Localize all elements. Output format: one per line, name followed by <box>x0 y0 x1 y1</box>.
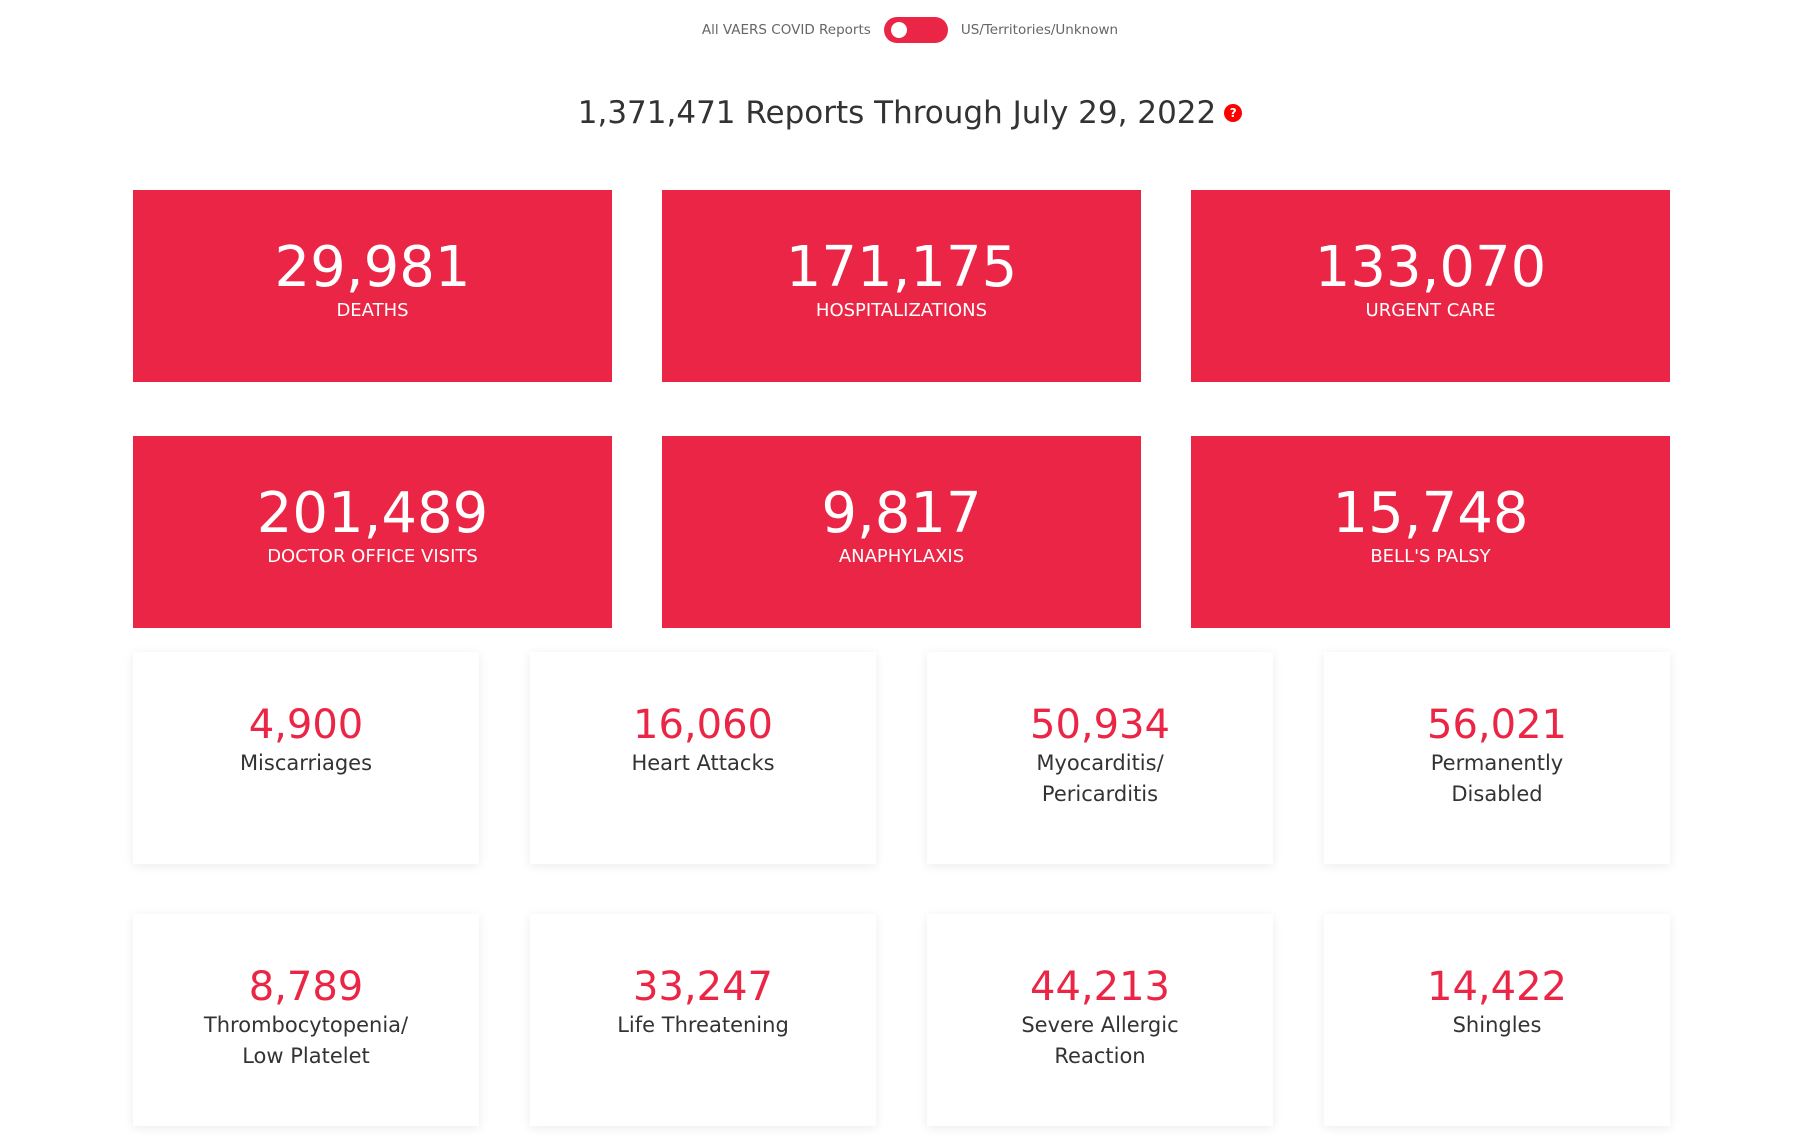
stat-card-primary: 201,489 DOCTOR OFFICE VISITS <box>133 436 612 628</box>
stat-value: 4,900 <box>248 702 364 748</box>
report-scope-toggle-row: All VAERS COVID Reports US/Territories/U… <box>0 17 1820 43</box>
stat-label: Miscarriages <box>239 751 373 775</box>
switch-knob <box>890 22 907 38</box>
stat-card-secondary: 50,934 Myocarditis/ Pericarditis <box>927 652 1273 864</box>
stat-label: DEATHS <box>336 300 409 321</box>
stat-card-secondary: 56,021 Permanently Disabled <box>1324 652 1670 864</box>
help-icon[interactable]: ? <box>1224 103 1243 122</box>
stat-label: DOCTOR OFFICE VISITS <box>267 546 478 567</box>
stat-card-primary: 171,175 HOSPITALIZATIONS <box>662 190 1141 382</box>
stat-value: 50,934 <box>1030 702 1170 748</box>
stat-card-primary: 9,817 ANAPHYLAXIS <box>662 436 1141 628</box>
page-title-text: 1,371,471 Reports Through July 29, 2022 <box>577 95 1217 131</box>
stat-label: Severe Allergic Reaction <box>1021 1013 1179 1068</box>
stat-card-secondary: 33,247 Life Threatening <box>530 914 876 1126</box>
stat-card-secondary: 8,789 Thrombocytopenia/ Low Platelet <box>133 914 479 1126</box>
stat-label: HOSPITALIZATIONS <box>815 300 988 321</box>
stat-value: 44,213 <box>1030 964 1170 1010</box>
stat-card-primary: 15,748 BELL'S PALSY <box>1191 436 1670 628</box>
toggle-right-label[interactable]: US/Territories/Unknown <box>960 22 1119 38</box>
stat-card-secondary: 14,422 Shingles <box>1324 914 1670 1126</box>
stat-label: Myocarditis/ Pericarditis <box>1036 751 1164 806</box>
stat-label: Life Threatening <box>617 1013 789 1037</box>
stat-value: 14,422 <box>1427 964 1567 1010</box>
stat-value: 56,021 <box>1427 702 1567 748</box>
stat-value: 33,247 <box>633 964 773 1010</box>
stat-label: Thrombocytopenia/ Low Platelet <box>203 1013 409 1068</box>
stat-value: 8,789 <box>248 964 364 1010</box>
stat-label: Permanently Disabled <box>1430 751 1564 806</box>
stat-label: URGENT CARE <box>1365 300 1496 321</box>
stat-label: Shingles <box>1452 1013 1542 1037</box>
stat-label: BELL'S PALSY <box>1370 546 1491 567</box>
stat-label: Heart Attacks <box>631 751 775 775</box>
stat-card-secondary: 44,213 Severe Allergic Reaction <box>927 914 1273 1126</box>
stat-value: 15,748 <box>1332 481 1529 546</box>
stat-card-primary: 133,070 URGENT CARE <box>1191 190 1670 382</box>
stat-label: ANAPHYLAXIS <box>838 546 965 567</box>
stat-value: 9,817 <box>821 481 982 546</box>
toggle-left-label[interactable]: All VAERS COVID Reports <box>701 22 871 38</box>
stat-card-primary: 29,981 DEATHS <box>133 190 612 382</box>
report-scope-switch[interactable] <box>883 17 948 43</box>
stat-card-secondary: 4,900 Miscarriages <box>133 652 479 864</box>
stat-value: 171,175 <box>785 235 1018 300</box>
stat-card-secondary: 16,060 Heart Attacks <box>530 652 876 864</box>
stat-value: 201,489 <box>256 481 489 546</box>
stat-value: 16,060 <box>633 702 773 748</box>
page-title: 1,371,471 Reports Through July 29, 2022? <box>0 95 1820 131</box>
stat-value: 29,981 <box>274 235 471 300</box>
stat-value: 133,070 <box>1314 235 1547 300</box>
